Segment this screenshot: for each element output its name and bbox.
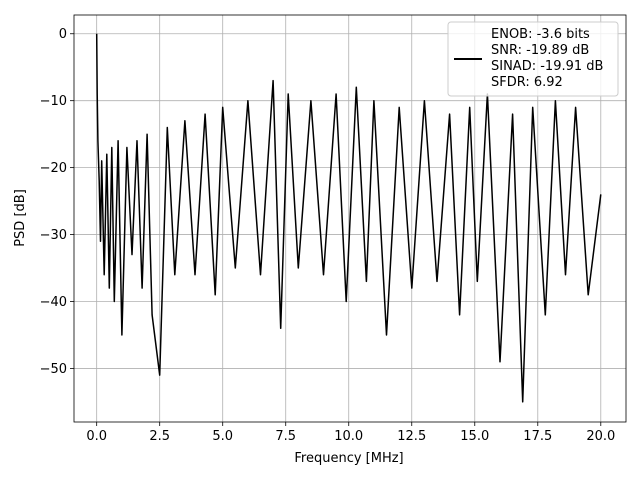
x-tick-label: 0.0 <box>86 429 107 444</box>
x-tick-label: 2.5 <box>149 429 170 444</box>
legend-entry-sfdr: SFDR: 6.92 <box>491 75 563 90</box>
x-axis-label: Frequency [MHz] <box>294 451 403 466</box>
x-tick-label: 7.5 <box>275 429 296 444</box>
plot-frame <box>73 14 627 423</box>
y-tick-label: −30 <box>40 228 67 243</box>
legend-box <box>447 21 619 97</box>
y-tick-label: −40 <box>40 295 67 310</box>
y-tick-label: −20 <box>40 161 67 176</box>
legend-entry-snr: SNR: -19.89 dB <box>491 43 589 58</box>
y-tick-label: −10 <box>40 94 67 109</box>
y-tick-label: 0 <box>59 27 67 42</box>
legend-entry-enob: ENOB: -3.6 bits <box>491 27 590 42</box>
x-tick-label: 15.0 <box>460 429 489 444</box>
y-axis-ticks: 0 −10 −20 −30 −40 −50 <box>40 27 74 377</box>
x-tick-label: 17.5 <box>523 429 552 444</box>
x-axis-ticks: 0.0 2.5 5.0 7.5 10.0 12.5 15.0 17.5 20.0 <box>86 422 615 444</box>
x-tick-label: 20.0 <box>586 429 615 444</box>
x-tick-label: 10.0 <box>334 429 363 444</box>
x-tick-label: 5.0 <box>212 429 233 444</box>
x-tick-label: 12.5 <box>397 429 426 444</box>
legend: ENOB: -3.6 bits SNR: -19.89 dB SINAD: -1… <box>447 21 619 97</box>
legend-entry-sinad: SINAD: -19.91 dB <box>491 59 603 74</box>
y-tick-label: −50 <box>40 362 67 377</box>
y-axis-label: PSD [dB] <box>13 189 28 247</box>
